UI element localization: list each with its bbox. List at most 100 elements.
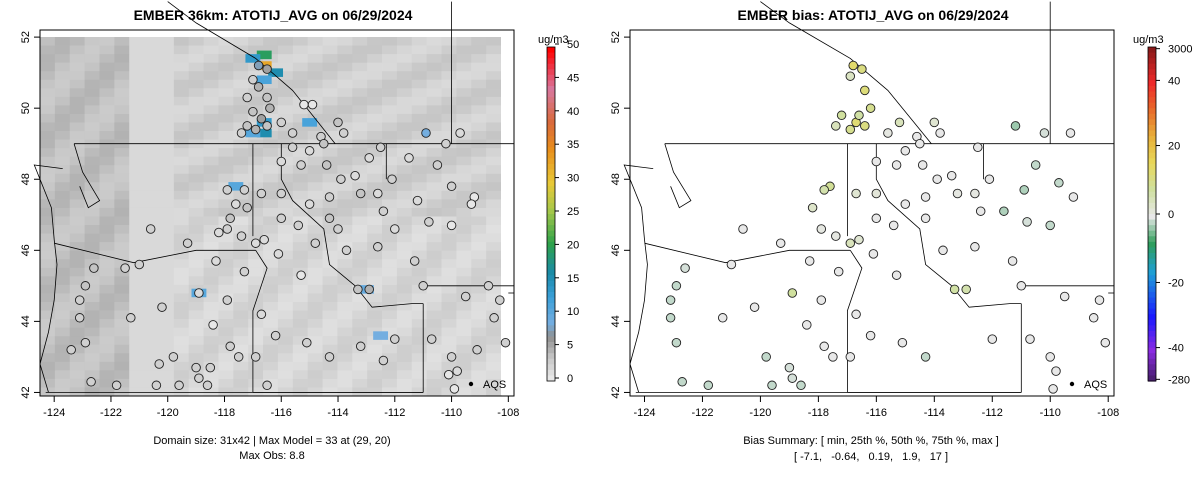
hot-cell [373,331,389,340]
heat-cell [248,276,264,286]
heat-cell [69,96,86,106]
colorbar-segment [547,97,555,104]
bias-point [831,231,841,241]
heat-cell [411,156,428,166]
heat-cell [337,293,353,303]
obs-point [446,220,457,231]
heat-cell [144,105,160,115]
obs-point [304,199,315,209]
heat-cell [218,267,234,277]
heat-cell [337,353,353,363]
colorbar-segment [547,241,555,248]
heat-cell [114,88,130,98]
heat-cell [203,113,219,123]
left-plot-frame [39,29,515,397]
bias-point [897,337,908,348]
heat-cell [114,301,130,311]
heat-cell [263,293,279,303]
heat-cell [248,113,264,123]
heat-cell [69,301,86,311]
bias-point [851,309,861,320]
obs-point [202,380,213,391]
heat-cell [307,293,323,303]
heat-cell [114,62,130,72]
bias-point [865,103,876,113]
heat-cell [277,387,294,397]
heat-cell [382,45,398,55]
obs-point [126,313,136,323]
obs-point [296,270,306,280]
obs-point [446,352,457,362]
obs-point [336,174,346,184]
bias-panel: EMBER bias: ATOTIJ_AVG on 06/29/2024 -12… [610,1,1192,463]
bias-point [1025,334,1035,344]
heat-cell [158,250,175,260]
heat-cell [292,361,309,371]
colorbar-segment [547,80,555,87]
heat-cell [188,353,204,363]
heat-cell [411,62,428,72]
bias-point [871,213,882,224]
heat-cell [352,207,368,217]
heat-cell [99,113,115,123]
y-tick-label: 48 [20,173,32,185]
heat-cell [173,370,190,380]
heat-cell [114,165,130,175]
colorbar-segment [1148,97,1156,104]
heat-cell [218,207,234,217]
heat-cell [69,319,86,329]
heat-cell [411,267,428,277]
obs-point [404,153,414,163]
colorbar-tick-label: 30 [567,173,579,185]
heat-cell [144,319,160,329]
heat-cell [203,216,219,226]
obs-point [233,352,244,362]
heat-cell [486,370,502,380]
heat-cell [218,199,234,209]
obs-point [214,227,224,238]
heat-cell [218,353,234,363]
heat-cell [218,361,234,371]
heat-cell [292,378,309,388]
heat-cell [173,190,190,200]
colorbar-segment [547,330,555,338]
heat-cell [277,37,294,46]
obs-point [500,337,511,348]
obs-point [446,181,457,192]
heat-cell [54,250,71,260]
heat-cell [84,148,100,158]
heat-cell [367,250,383,260]
obs-point [299,99,309,110]
heat-cell [69,79,86,89]
heat-cell [69,37,86,46]
heat-cell [307,54,323,64]
heat-cell [114,319,130,329]
heat-cell [456,250,472,260]
bias-point [952,188,963,199]
heat-cell [99,105,115,115]
heat-cell [173,319,190,329]
colorbar-segment [1148,147,1156,154]
bias-point [717,313,728,323]
heat-cell [263,96,279,106]
colorbar-segment [547,214,555,221]
heat-cell [337,370,353,380]
heat-cell [471,301,487,311]
heat-cell [411,301,428,311]
heat-cell [99,88,115,98]
heat-cell [426,37,442,46]
heat-cell [99,156,115,166]
colorbar-segment [1148,241,1156,248]
heat-cell [233,113,249,123]
heat-cell [188,336,204,346]
heat-cell [426,387,442,397]
heat-cell [263,156,279,166]
colorbar-segment [1148,130,1156,137]
heat-cell [114,96,130,106]
heat-cell [114,284,130,294]
heat-cell [396,301,413,311]
heat-cell [367,276,383,286]
heat-cell [456,353,472,363]
heat-cell [114,182,130,192]
heat-cell [248,148,264,158]
